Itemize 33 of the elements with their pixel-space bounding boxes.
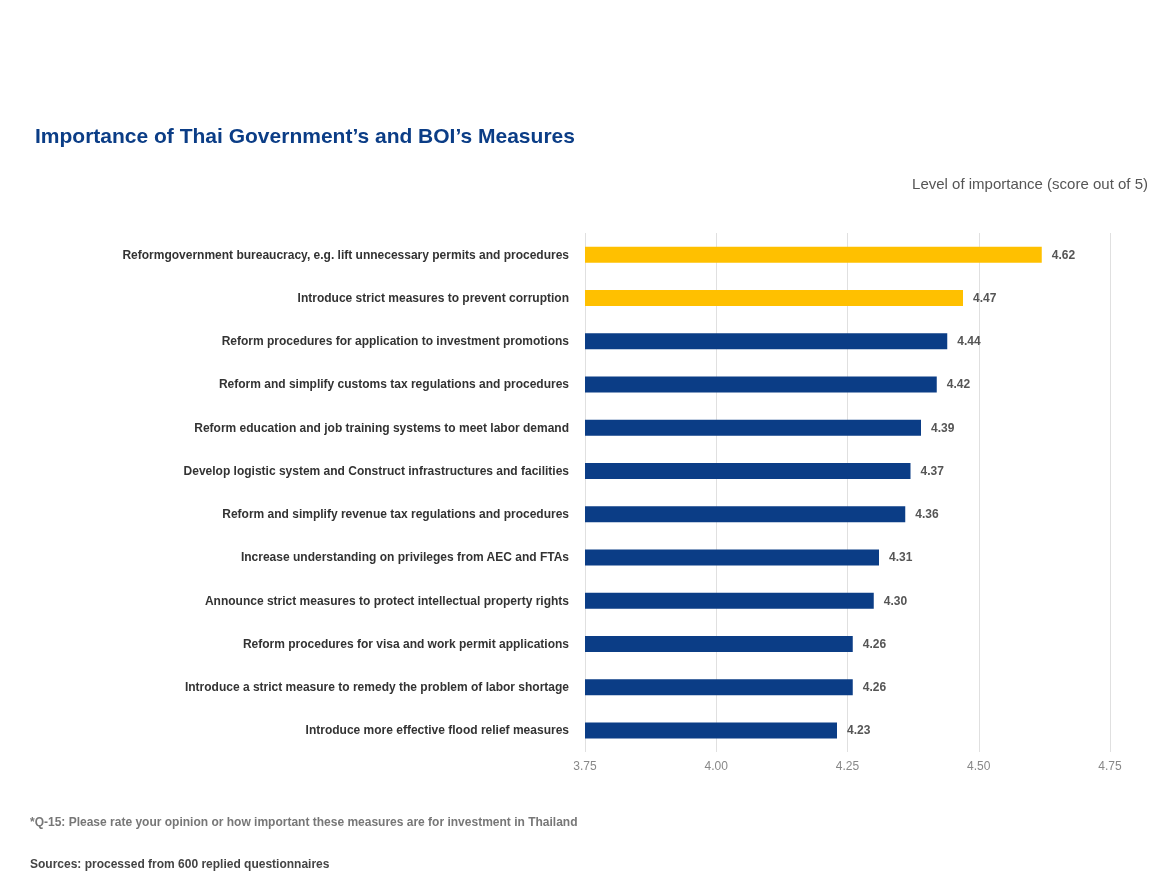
y-tick-label: Introduce a strict measure to remedy the problem of labor shortage	[184, 680, 570, 695]
data-label: 4.26	[862, 680, 887, 695]
y-tick-label: Reform procedures for visa and work permit applications	[242, 636, 570, 651]
x-tick-label: 3.75	[573, 759, 597, 773]
data-label: 4.62	[1051, 247, 1076, 262]
y-tick-label: Introduce strict measures to prevent corruption	[297, 290, 569, 305]
y-tick-label: Reform and simplify revenue tax regulations and procedures	[222, 507, 570, 522]
data-label: 4.37	[920, 463, 945, 478]
data-label: 4.31	[889, 550, 913, 565]
y-tick-label: Develop logistic system and Construct infrastructures and facilities	[183, 463, 570, 478]
x-tick-label: 4.00	[704, 759, 729, 773]
y-tick-label: Reformgovernment bureaucracy, e.g. lift unnecessary permits and procedures	[122, 247, 570, 262]
source-note: Sources: processed from 600 replied questionnaires	[30, 857, 330, 871]
text: Importance of Thai Government’s and BOI’s Measures	[35, 124, 575, 147]
data-label: 4.36	[915, 507, 939, 522]
y-tick-label: Announce strict measures to protect intellectual property rights	[204, 593, 570, 608]
y-tick-label: Reform education and job training systems to meet labor demand	[194, 420, 569, 435]
y-tick-label: Increase understanding on privileges from AEC and FTAs	[240, 550, 570, 565]
data-label: 4.47	[973, 290, 997, 305]
data-label: 4.26	[862, 636, 887, 651]
x-tick-label: 4.50	[967, 759, 991, 773]
data-label: 4.30	[883, 593, 908, 608]
data-label: 4.42	[946, 377, 971, 392]
text: *Q-15: Please rate your opinion or how important these measures are for investment in Thailand	[30, 815, 578, 829]
y-tick-label: Reform procedures for application to investment promotions	[221, 334, 570, 349]
data-label: 4.23	[847, 723, 871, 738]
y-tick-label: Reform and simplify customs tax regulations and procedures	[218, 377, 570, 392]
data-label: 4.44	[957, 334, 981, 349]
data-label: 4.39	[931, 420, 955, 435]
x-tick-label: 4.75	[1098, 759, 1122, 773]
y-tick-label: Introduce more effective flood relief measures	[305, 723, 570, 738]
x-axis-title: Level of importance (score out of 5)	[912, 175, 1148, 192]
x-tick-label: 4.25	[835, 759, 860, 773]
